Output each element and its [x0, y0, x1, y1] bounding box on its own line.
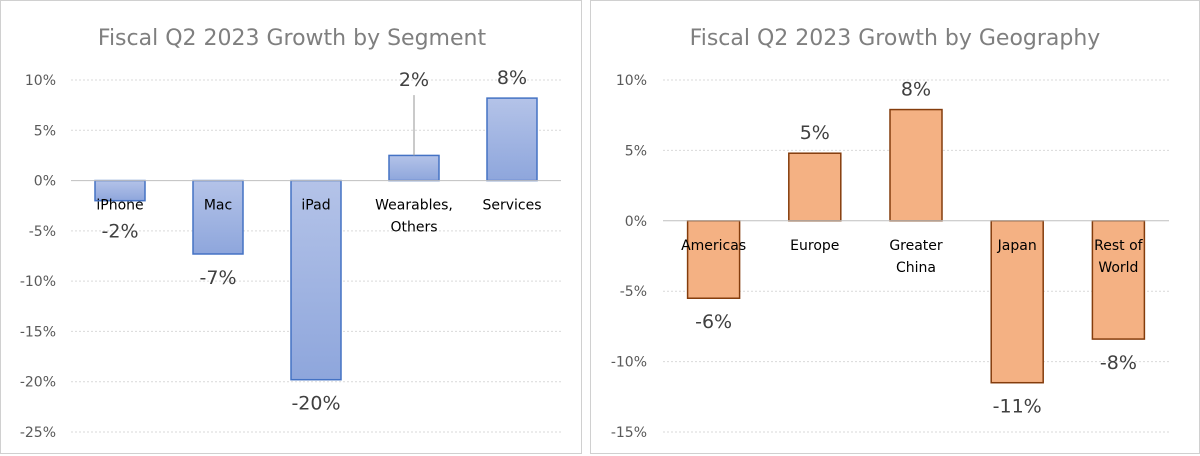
data-label: -2% [102, 221, 139, 243]
y-tick-label: -5% [620, 284, 647, 300]
bar [192, 179, 244, 255]
y-tick-label: 10% [25, 73, 56, 89]
category-label: Services [482, 198, 541, 214]
bar [388, 154, 440, 182]
y-tick-label: -5% [29, 224, 56, 240]
category-label: iPad [301, 198, 330, 214]
category-label: World [1098, 260, 1138, 276]
category-label: Others [390, 220, 437, 236]
y-tick-label: 0% [625, 214, 647, 230]
y-tick-label: -20% [20, 375, 56, 391]
category-label: iPhone [96, 198, 143, 214]
category-label: Wearables, [375, 198, 453, 214]
bar [1091, 220, 1146, 340]
category-label: Europe [790, 238, 839, 254]
bar [686, 220, 741, 299]
geography-chart-panel: Fiscal Q2 2023 Growth by Geography -15% -1… [590, 0, 1200, 454]
segment-chart-panel: Fiscal Q2 2023 Growth by Segment -25% -20%… [0, 0, 582, 454]
y-tick-label: 10% [616, 73, 647, 89]
category-label: Greater [889, 238, 943, 254]
bar [990, 220, 1044, 384]
y-tick-label: -15% [611, 425, 647, 441]
chart-title: Fiscal Q2 2023 Growth by Segment [98, 26, 487, 51]
bar [889, 108, 943, 222]
data-label: 5% [800, 122, 830, 144]
bar [486, 97, 538, 182]
category-label: Japan [997, 238, 1037, 254]
data-label: -20% [291, 393, 340, 415]
data-label: 2% [399, 69, 429, 91]
geography-growth-chart: Fiscal Q2 2023 Growth by Geography -15% -1… [611, 26, 1169, 441]
data-label: 8% [497, 67, 527, 89]
y-tick-label: 5% [34, 123, 56, 139]
y-tick-label: -10% [20, 274, 56, 290]
y-tick-label: -25% [20, 425, 56, 441]
bar [788, 152, 842, 222]
category-label: China [896, 260, 936, 276]
data-label: 8% [901, 79, 931, 101]
data-label: -6% [695, 311, 732, 333]
category-label: Americas [681, 238, 746, 254]
chart-title: Fiscal Q2 2023 Growth by Geography [690, 26, 1101, 51]
category-label: Rest of [1094, 238, 1144, 254]
y-tick-label: 5% [625, 143, 647, 159]
category-label: Mac [204, 198, 232, 214]
data-label: -8% [1100, 352, 1137, 374]
data-label: -11% [993, 396, 1042, 418]
y-tick-label: -10% [611, 355, 647, 371]
segment-growth-chart: Fiscal Q2 2023 Growth by Segment -25% -20%… [20, 26, 561, 441]
y-tick-label: -15% [20, 324, 56, 340]
y-tick-label: 0% [34, 174, 56, 190]
data-label: -7% [200, 267, 237, 289]
